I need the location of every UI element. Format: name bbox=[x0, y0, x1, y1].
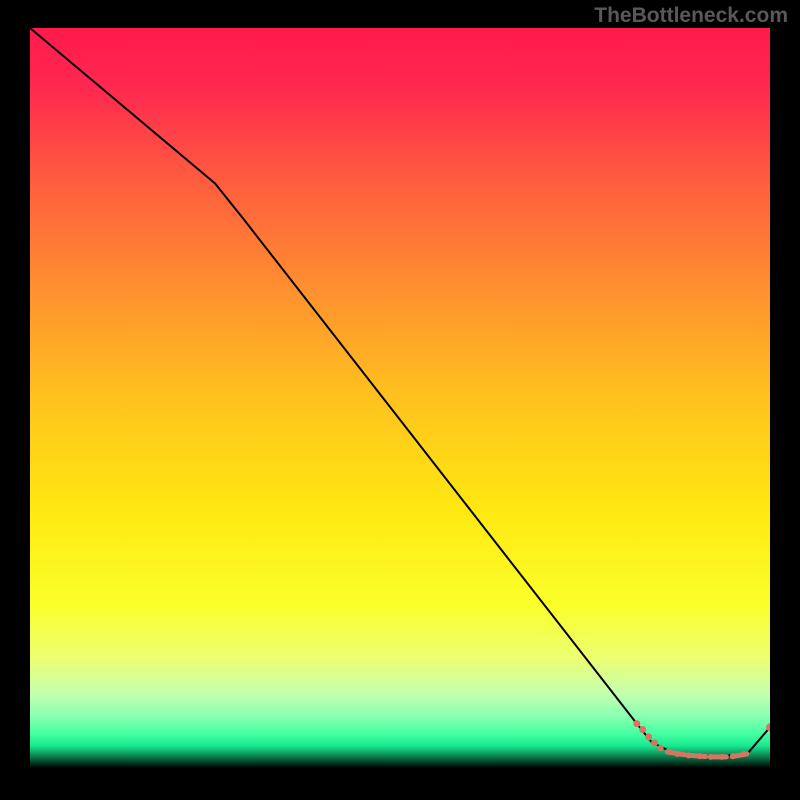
marker-point bbox=[741, 751, 747, 757]
marker-point bbox=[633, 720, 640, 727]
marker-point bbox=[708, 754, 714, 760]
marker-point bbox=[675, 751, 681, 757]
marker-point bbox=[657, 745, 663, 751]
marker-point bbox=[730, 753, 736, 759]
chart-plot-area bbox=[30, 28, 770, 768]
marker-point bbox=[686, 752, 692, 758]
marker-point bbox=[639, 726, 646, 733]
marker-point bbox=[651, 739, 658, 746]
gradient-background bbox=[30, 28, 770, 768]
marker-point bbox=[697, 753, 703, 759]
chart-svg bbox=[30, 28, 770, 768]
marker-point bbox=[665, 749, 671, 755]
watermark-text: TheBottleneck.com bbox=[594, 4, 788, 28]
marker-point bbox=[719, 754, 725, 760]
marker-point bbox=[645, 733, 652, 740]
